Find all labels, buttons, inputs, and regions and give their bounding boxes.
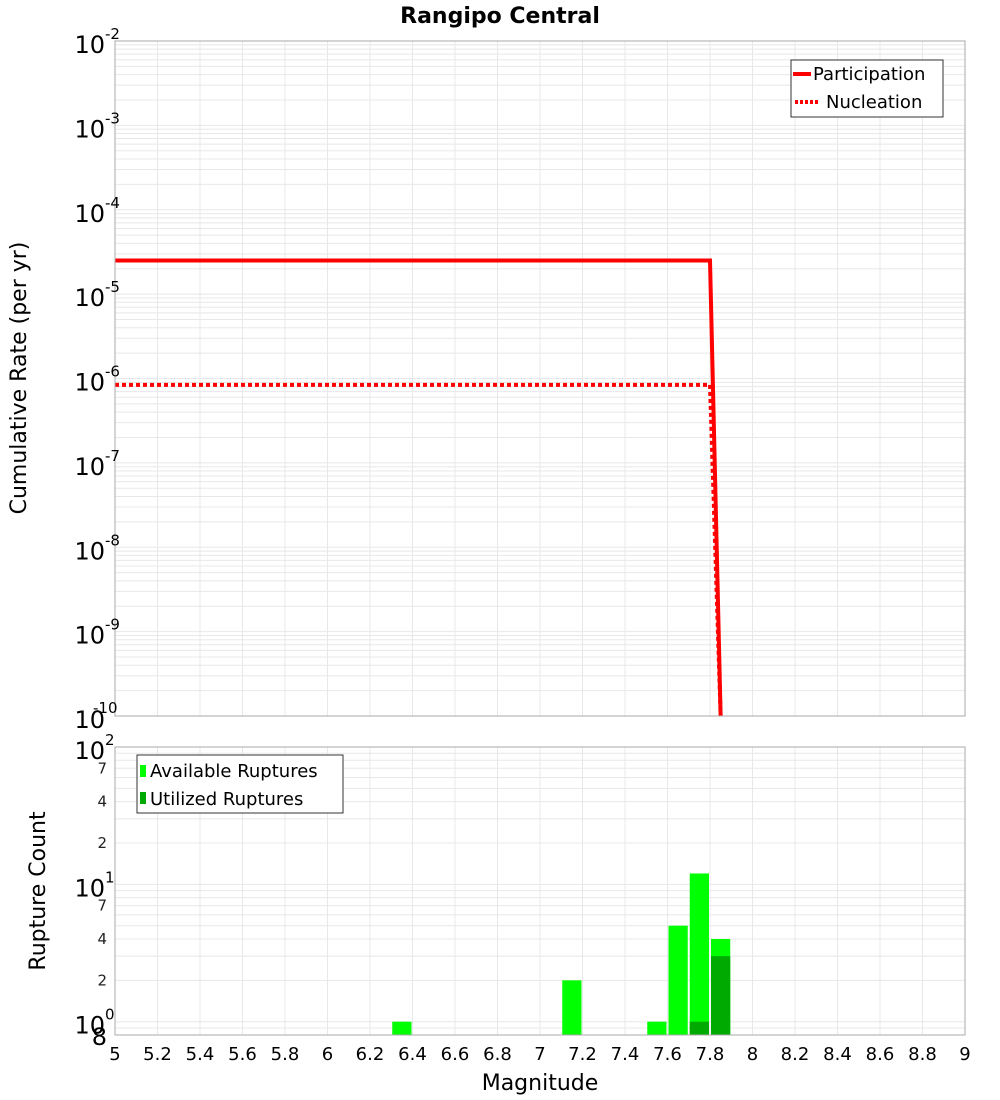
bottom-y-tick-exponent: 0 [105,1006,115,1024]
x-tick-label: 8.8 [908,1044,937,1065]
bottom-y-minor-tick-label: 2 [97,834,107,852]
top-legend-box [790,59,944,118]
x-tick-label: 6 [322,1044,333,1065]
top-y-tick-exponent: -7 [105,447,120,465]
x-tick-label: 8.6 [866,1044,895,1065]
top-y-tick-label: 10 [74,453,105,481]
x-tick-label: 7 [534,1044,545,1065]
bottom-y-tick-exponent: 1 [105,868,115,886]
bottom-y-minor-tick-label: 4 [97,930,107,948]
bottom-legend: Available Ruptures Utilized Ruptures [136,754,344,814]
top-plot-border [114,40,966,717]
top-y-tick-label: 10 [74,537,105,565]
x-tick-label: 6.4 [398,1044,427,1065]
bottom-plot-border [114,746,966,1036]
x-tick-label: 6.6 [441,1044,470,1065]
bottom-legend-box [136,754,344,814]
x-tick-label: 7.6 [653,1044,682,1065]
x-tick-label: 5.2 [143,1044,172,1065]
top-y-tick-exponent: -3 [105,109,120,127]
top-y-tick-exponent: -10 [93,699,118,717]
utilized-rupture-bar [711,956,731,1035]
available-rupture-bar [689,873,709,1035]
available-rupture-bar [392,1021,412,1035]
top-y-tick-exponent: -4 [105,194,120,212]
top-y-tick-label: 10 [74,706,105,734]
available-rupture-bar [562,980,582,1035]
participation-line [115,258,723,717]
x-tick-label: 7.4 [611,1044,640,1065]
top-y-tick-exponent: -6 [105,363,120,381]
x-tick-label: 6.8 [483,1044,512,1065]
bottom-y-tick-label: 10 [74,874,105,902]
x-tick-label: 5.4 [186,1044,215,1065]
nucleation-line [115,382,723,717]
x-tick-label: 7.8 [696,1044,725,1065]
utilized-rupture-bar [689,1021,709,1035]
legend-participation-label: Participation [813,64,925,85]
legend-utilized-label: Utilized Ruptures [150,789,303,810]
bottom-y-minor-tick-label: 7 [97,759,107,777]
top-series [115,258,723,717]
x-tick-label: 9 [959,1044,970,1065]
top-y-tick-label: 10 [74,369,105,397]
x-tick-label: 5.8 [271,1044,300,1065]
top-plot: 10-210-310-410-510-610-710-810 -910-10 Cu… [7,25,966,734]
utilized-legend-swatch-icon [140,792,146,804]
x-tick-label: 5.6 [228,1044,257,1065]
x-tick-label: 8 [747,1044,758,1065]
bottom-y-tick-label: 10 [74,737,105,765]
top-y-tick-exponent: -5 [105,278,120,296]
bottom-y-tick-label: 10 [74,1012,105,1040]
top-y-tick-label: 10 [74,200,105,228]
legend-available-label: Available Ruptures [150,761,318,782]
x-tick-label: 8.2 [781,1044,810,1065]
bottom-y-minor-tick-label: 2 [97,971,107,989]
bottom-bars [392,873,731,1035]
available-legend-swatch-icon [140,765,146,777]
top-y-tick-label: 10 [74,622,105,650]
bottom-y-tick-exponent: 2 [105,731,115,749]
top-y-tick-exponent: -9 [105,616,120,634]
x-axis-label: Magnitude [482,1071,599,1096]
bottom-y-minor-tick-label: 7 [97,897,107,915]
bottom-y-axis-label: Rupture Count [26,811,51,971]
bottom-y-minor-tick-label: 8 [92,1023,107,1051]
available-rupture-bar [668,925,688,1035]
top-grid [114,41,966,717]
top-y-tick-label: 10 [74,31,105,59]
x-axis-ticks: 5 5.2 5.4 5.6 5.8 6 6.2 6.4 6.6 6.8 7 7.2 7.4 7.6 7.8 8… [109,1044,970,1065]
top-y-tick-label: 10 [74,284,105,312]
top-y-tick-exponent: -8 [105,531,120,549]
legend-nucleation-label: Nucleation [826,92,922,113]
x-tick-label: 5 [109,1044,120,1065]
x-tick-label: 6.2 [356,1044,385,1065]
top-y-ticks: 10-210-310-410-510-610-710-810 -910-10 [74,25,120,734]
top-y-axis-label: Cumulative Rate (per yr) [7,242,32,515]
top-y-tick-label: 10 [74,115,105,143]
x-tick-label: 7.2 [568,1044,597,1065]
top-y-tick-exponent: -2 [105,25,120,43]
x-tick-label: 8.4 [823,1044,852,1065]
available-rupture-bar [647,1021,667,1035]
bottom-y-minor-tick-label: 4 [97,793,107,811]
top-legend: Participation Nucleation [790,59,944,118]
chart-title: Rangipo Central [400,4,600,29]
